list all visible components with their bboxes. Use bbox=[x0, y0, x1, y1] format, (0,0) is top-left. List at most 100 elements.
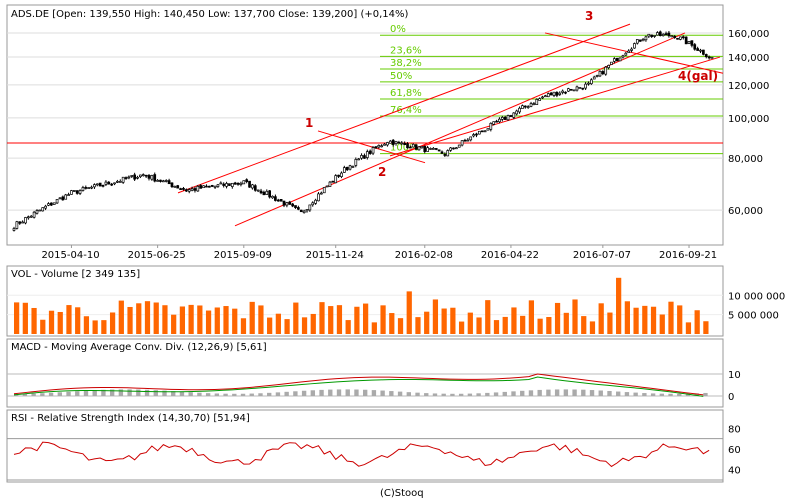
candle-body bbox=[561, 90, 564, 93]
candle-body bbox=[509, 115, 513, 117]
macd-histogram-bar bbox=[424, 393, 429, 396]
candle-body bbox=[75, 190, 79, 194]
candle-body bbox=[24, 217, 27, 224]
candle-body bbox=[523, 105, 527, 108]
volume-bar bbox=[57, 311, 63, 334]
macd-histogram-bar bbox=[275, 392, 281, 396]
macd-histogram-bar bbox=[616, 391, 621, 396]
candle-body bbox=[311, 202, 315, 206]
volume-bar bbox=[83, 316, 90, 334]
candle-body bbox=[167, 180, 171, 185]
macd-histogram-bar bbox=[293, 391, 298, 396]
macd-histogram-bar bbox=[633, 392, 638, 396]
volume-bar bbox=[502, 316, 508, 334]
volume-bar bbox=[563, 312, 569, 334]
macd-histogram-bar bbox=[520, 390, 525, 396]
macd-histogram-bar bbox=[301, 390, 307, 396]
volume-bar bbox=[188, 304, 194, 334]
candle-body bbox=[18, 221, 22, 224]
candle-body bbox=[429, 148, 432, 150]
volume-bar bbox=[75, 307, 81, 334]
volume-bar bbox=[520, 315, 526, 334]
candle-body bbox=[483, 130, 487, 133]
main-panel bbox=[6, 4, 724, 246]
candle-body bbox=[411, 143, 415, 148]
candle-body bbox=[302, 210, 306, 214]
candle-body bbox=[32, 211, 36, 218]
candle-body bbox=[222, 183, 226, 186]
candle-body bbox=[184, 189, 188, 192]
candle-body bbox=[506, 115, 510, 121]
volume-bar bbox=[40, 319, 46, 334]
candle-body bbox=[489, 122, 493, 130]
candle-body bbox=[150, 175, 154, 180]
macd-histogram-bar bbox=[589, 390, 595, 396]
candle-body bbox=[635, 39, 639, 44]
macd-histogram-bar bbox=[336, 389, 342, 396]
candle-body bbox=[78, 190, 82, 194]
candle-body bbox=[446, 150, 450, 157]
trend-line bbox=[177, 23, 631, 194]
candle-body bbox=[357, 158, 361, 161]
candle-body bbox=[627, 50, 631, 53]
candle-body bbox=[377, 145, 381, 148]
candle-body bbox=[650, 34, 654, 37]
macd-histogram-bar bbox=[406, 392, 411, 396]
macd-histogram-bar bbox=[432, 393, 438, 396]
volume-bar bbox=[694, 310, 700, 334]
macd-histogram-bar bbox=[458, 393, 464, 396]
candle-body bbox=[371, 147, 375, 154]
candle-body bbox=[187, 189, 191, 192]
volume-bar bbox=[363, 303, 369, 334]
macd-histogram-bar bbox=[267, 392, 272, 396]
candle-body bbox=[564, 91, 567, 94]
candle-body bbox=[702, 49, 705, 55]
candle-body bbox=[687, 41, 691, 44]
macd-histogram-bar bbox=[607, 390, 612, 396]
macd-histogram-bar bbox=[450, 393, 455, 396]
volume-bar bbox=[22, 302, 28, 334]
candle-body bbox=[12, 228, 16, 231]
candle-body bbox=[595, 75, 599, 77]
macd-histogram-bar bbox=[66, 391, 71, 396]
candle-body bbox=[455, 147, 458, 150]
candle-body bbox=[466, 139, 470, 142]
volume-bar bbox=[319, 302, 325, 334]
x-tick: 2015-11-24 bbox=[306, 250, 364, 261]
macd-histogram-bar bbox=[598, 390, 603, 396]
candle-body bbox=[110, 183, 114, 186]
rsi-title: RSI - Relative Strength Index (14,30,70)… bbox=[11, 413, 250, 424]
candle-body bbox=[432, 148, 435, 150]
trend-lines: 1 2 3 4(gal) bbox=[7, 9, 724, 227]
main-y-axis: 160,000 140,000 120,000 100,000 80,000 60,000 bbox=[728, 29, 769, 217]
candle-body bbox=[409, 146, 412, 149]
macd-histogram-bar bbox=[493, 392, 499, 396]
candle-body bbox=[216, 184, 220, 187]
candle-body bbox=[434, 148, 438, 150]
candle-body bbox=[58, 197, 62, 200]
candle-body bbox=[673, 35, 677, 38]
candle-body bbox=[578, 87, 582, 89]
macd-histogram-bar bbox=[354, 389, 359, 396]
macd-histogram-bar bbox=[659, 393, 665, 396]
candle-body bbox=[202, 185, 205, 189]
candle-body bbox=[449, 147, 452, 151]
rsi-plot bbox=[7, 438, 723, 481]
x-tick: 2015-04-10 bbox=[41, 250, 99, 261]
candle-body bbox=[345, 166, 349, 171]
macd-histogram-bar bbox=[668, 393, 673, 396]
candle-body bbox=[486, 128, 490, 131]
candle-body bbox=[210, 185, 214, 187]
volume-bar bbox=[179, 306, 186, 334]
macd-histogram-bar bbox=[171, 391, 176, 396]
candle-body bbox=[179, 188, 182, 190]
candle-body bbox=[532, 103, 536, 105]
volume-bar bbox=[554, 302, 561, 334]
volume-bar bbox=[354, 306, 360, 334]
macd-histogram-bar bbox=[136, 389, 141, 396]
macd-histogram-bar bbox=[162, 390, 167, 396]
macd-histogram-bar bbox=[205, 393, 211, 396]
candle-body bbox=[268, 190, 271, 198]
candle-body bbox=[618, 57, 622, 62]
main-title: ADS.DE [Open: 139,550 High: 140,450 Low:… bbox=[11, 9, 409, 20]
